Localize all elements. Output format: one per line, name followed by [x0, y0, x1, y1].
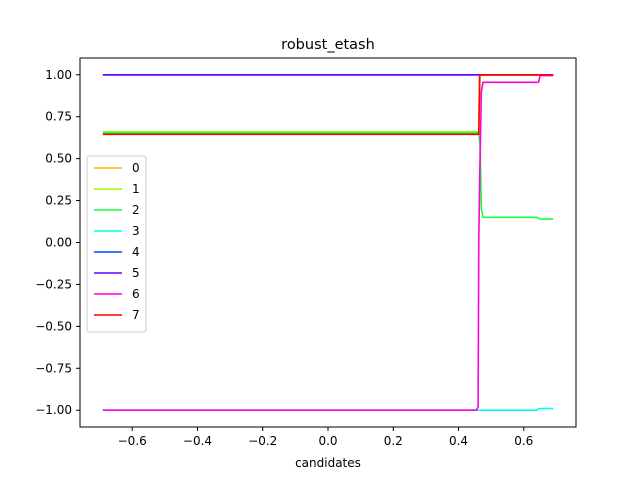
x-tick-label: −0.4: [183, 434, 212, 448]
y-tick-label: −1.00: [35, 403, 72, 417]
y-tick-label: 0.75: [45, 110, 72, 124]
y-tick-label: 0.25: [45, 194, 72, 208]
legend-box: [86, 155, 147, 333]
series-line-6: [102, 74, 554, 412]
legend-label-6: 6: [132, 287, 140, 301]
x-tick-label: 0.2: [384, 434, 403, 448]
legend-label-4: 4: [132, 245, 140, 259]
x-axis-label: candidates: [295, 456, 361, 470]
chart-title: robust_etash: [281, 37, 375, 53]
x-tick-label: 0.4: [449, 434, 468, 448]
y-tick-label: −0.75: [35, 361, 72, 375]
legend-label-1: 1: [132, 182, 140, 196]
x-tick-label: −0.6: [118, 434, 147, 448]
legend-label-0: 0: [132, 161, 140, 175]
legend-label-2: 2: [132, 203, 140, 217]
x-tick-label: 0.0: [318, 434, 337, 448]
legend-label-7: 7: [132, 308, 140, 322]
x-tick-label: −0.2: [248, 434, 277, 448]
legend-label-3: 3: [132, 224, 140, 238]
x-tick-label: 0.6: [514, 434, 533, 448]
y-tick-label: 0.00: [45, 236, 72, 250]
y-tick-label: 1.00: [45, 68, 72, 82]
y-tick-label: −0.50: [35, 319, 72, 333]
series-layer: [102, 73, 554, 412]
y-tick-label: −0.25: [35, 277, 72, 291]
legend: 0 1 2 3 4 5 6 7: [86, 155, 147, 333]
series-line-7: [102, 73, 554, 136]
y-axis: −1.00 −0.75 −0.50 −0.25 0.00 0.25 0.50 0.75 1.00: [35, 68, 80, 417]
legend-label-5: 5: [132, 266, 140, 280]
y-tick-label: 0.50: [45, 152, 72, 166]
x-axis: −0.6 −0.4 −0.2 0.0 0.2 0.4 0.6: [118, 427, 533, 448]
